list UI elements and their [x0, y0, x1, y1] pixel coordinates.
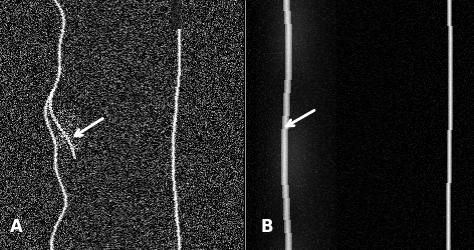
Text: A: A [10, 217, 23, 235]
Text: B: B [260, 217, 273, 235]
